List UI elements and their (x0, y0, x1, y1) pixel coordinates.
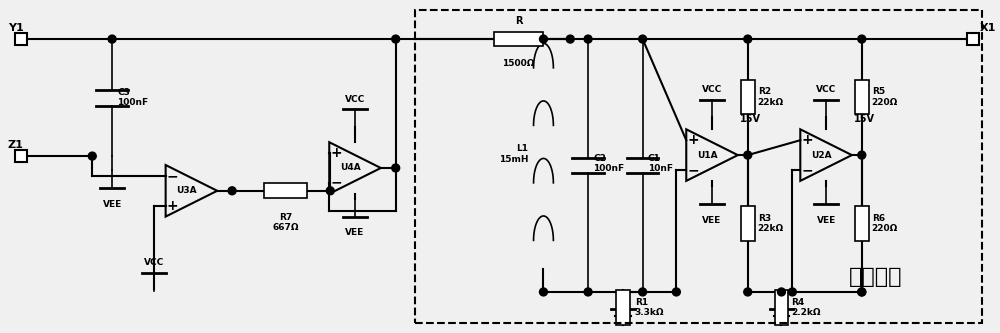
Circle shape (392, 35, 400, 43)
Text: VEE: VEE (702, 215, 722, 224)
Text: U2A: U2A (811, 151, 831, 160)
Text: Y1: Y1 (8, 23, 24, 33)
Text: −: − (330, 176, 342, 190)
Text: R6
220Ω: R6 220Ω (872, 214, 898, 233)
Text: Z1: Z1 (8, 140, 24, 150)
Circle shape (788, 288, 796, 296)
Bar (264, 183, 307, 198)
Text: −: − (801, 163, 813, 177)
Text: C2
100nF: C2 100nF (593, 154, 624, 173)
Circle shape (228, 187, 236, 195)
Text: VCC: VCC (345, 95, 365, 104)
Circle shape (858, 288, 866, 296)
Text: U4A: U4A (340, 164, 360, 172)
Circle shape (566, 35, 574, 43)
Circle shape (744, 35, 752, 43)
Text: U3A: U3A (176, 186, 197, 195)
Circle shape (539, 35, 547, 43)
Circle shape (744, 151, 752, 159)
Text: −: − (687, 163, 699, 177)
Circle shape (584, 35, 592, 43)
Text: +: + (167, 199, 178, 213)
Circle shape (392, 164, 400, 172)
Text: VCC: VCC (144, 258, 164, 267)
Text: L1
15mH: L1 15mH (499, 145, 529, 164)
Text: VEE: VEE (102, 200, 122, 209)
Text: R2
22kΩ: R2 22kΩ (758, 87, 784, 107)
Text: 15V: 15V (854, 115, 875, 125)
Text: R: R (515, 16, 522, 26)
Circle shape (672, 288, 680, 296)
Text: R4
2.2kΩ: R4 2.2kΩ (791, 298, 821, 317)
Text: VEE: VEE (345, 228, 365, 237)
Text: C1
10nF: C1 10nF (648, 154, 673, 173)
Circle shape (639, 35, 647, 43)
Text: −: − (167, 169, 178, 183)
Bar (741, 206, 755, 241)
Text: R5
220Ω: R5 220Ω (872, 87, 898, 107)
Bar (741, 80, 755, 115)
Text: +: + (330, 146, 342, 160)
Bar (775, 290, 788, 325)
Text: R3
22kΩ: R3 22kΩ (758, 214, 784, 233)
Text: 蔡氏电路: 蔡氏电路 (849, 267, 902, 287)
Circle shape (639, 288, 647, 296)
Text: R1
3.3kΩ: R1 3.3kΩ (635, 298, 664, 317)
Text: +: + (801, 133, 813, 147)
Circle shape (88, 152, 96, 160)
Text: X1: X1 (980, 23, 996, 33)
Circle shape (777, 288, 785, 296)
Text: 1500Ω: 1500Ω (502, 59, 535, 68)
Text: VEE: VEE (816, 215, 836, 224)
Circle shape (858, 151, 866, 159)
Text: +: + (687, 133, 699, 147)
Bar (15, 33, 27, 45)
Circle shape (584, 288, 592, 296)
Circle shape (858, 288, 866, 296)
Text: VCC: VCC (702, 85, 722, 94)
Text: 15V: 15V (740, 115, 761, 125)
Circle shape (858, 35, 866, 43)
Circle shape (326, 187, 334, 195)
Bar (494, 32, 543, 46)
Text: C3
100nF: C3 100nF (117, 88, 148, 107)
Bar (855, 80, 869, 115)
Text: U1A: U1A (697, 151, 717, 160)
Circle shape (108, 35, 116, 43)
Bar (967, 33, 979, 45)
Circle shape (539, 288, 547, 296)
Bar (15, 150, 27, 162)
Bar (616, 290, 630, 325)
Text: VCC: VCC (816, 85, 836, 94)
Circle shape (744, 288, 752, 296)
Bar (855, 206, 869, 241)
Text: R7
667Ω: R7 667Ω (272, 212, 299, 232)
